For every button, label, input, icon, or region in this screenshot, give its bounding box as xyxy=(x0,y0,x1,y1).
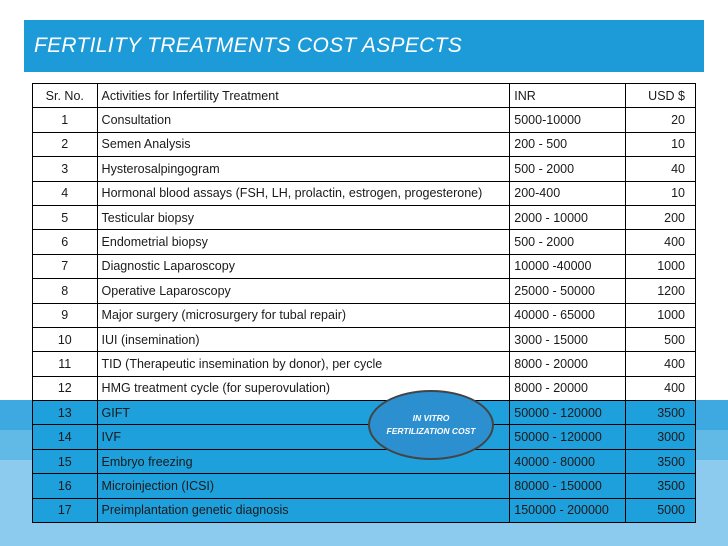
cell-sr-no: 17 xyxy=(32,497,98,524)
cell-inr: 200-400 xyxy=(509,180,626,206)
cell-sr-no: 9 xyxy=(32,302,98,328)
cell-activity: Hormonal blood assays (FSH, LH, prolacti… xyxy=(96,180,511,206)
cell-usd: 400 xyxy=(624,375,697,402)
title-bar: FERTILITY TREATMENTS COST ASPECTS xyxy=(24,20,704,72)
table-row: 15 Embryo freezing 40000 - 80000 3500 xyxy=(32,448,697,475)
table-row: 1 Consultation 5000-10000 20 xyxy=(32,107,697,133)
cell-activity: Endometrial biopsy xyxy=(96,229,511,255)
cell-usd: 1000 xyxy=(624,302,697,328)
cell-usd: 3500 xyxy=(624,400,697,426)
table-row: 17 Preimplantation genetic diagnosis 15000… xyxy=(32,497,697,524)
cell-sr-no: 3 xyxy=(32,156,98,182)
cell-usd: 400 xyxy=(624,351,697,377)
cost-table: Sr. No. Activities for Infertility Treat… xyxy=(32,82,697,524)
header-activities: Activities for Infertility Treatment xyxy=(96,82,511,109)
table-row: 8 Operative Laparoscopy 25000 - 50000 1200 xyxy=(32,278,697,304)
cell-inr: 8000 - 20000 xyxy=(509,351,626,377)
table-row: 2 Semen Analysis 200 - 500 10 xyxy=(32,131,697,158)
table-row: 14 IVF 50000 - 120000 3000 xyxy=(32,424,697,450)
cell-inr: 40000 - 65000 xyxy=(509,302,626,328)
table-header-row: Sr. No. Activities for Infertility Treat… xyxy=(32,82,697,109)
slide-title: FERTILITY TREATMENTS COST ASPECTS xyxy=(34,34,463,57)
header-inr: INR xyxy=(509,82,626,109)
cell-inr: 150000 - 200000 xyxy=(509,497,626,524)
cell-activity: Preimplantation genetic diagnosis xyxy=(96,497,511,524)
cell-inr: 50000 - 120000 xyxy=(509,400,626,426)
table-row: 16 Microinjection (ICSI) 80000 - 150000 350… xyxy=(32,473,697,499)
cell-sr-no: 13 xyxy=(32,400,98,426)
cell-activity: Operative Laparoscopy xyxy=(96,278,511,304)
cell-usd: 1200 xyxy=(624,278,697,304)
cell-activity: Hysterosalpingogram xyxy=(96,156,511,182)
header-sr-no: Sr. No. xyxy=(32,82,98,109)
cell-activity: Major surgery (microsurgery for tubal re… xyxy=(96,302,511,328)
cell-usd: 10 xyxy=(624,180,697,206)
cell-usd: 3500 xyxy=(624,448,697,475)
cell-sr-no: 5 xyxy=(32,204,98,231)
table-row: 6 Endometrial biopsy 500 - 2000 400 xyxy=(32,229,697,255)
table-row: 11 TID (Therapeutic insemination by donor… xyxy=(32,351,697,377)
cell-sr-no: 6 xyxy=(32,229,98,255)
cell-usd: 400 xyxy=(624,229,697,255)
table-row: 9 Major surgery (microsurgery for tubal r… xyxy=(32,302,697,328)
cell-usd: 3500 xyxy=(624,473,697,499)
table-row: 3 Hysterosalpingogram 500 - 2000 40 xyxy=(32,156,697,182)
cell-activity: Diagnostic Laparoscopy xyxy=(96,253,511,280)
cell-sr-no: 2 xyxy=(32,131,98,158)
cell-sr-no: 16 xyxy=(32,473,98,499)
cell-sr-no: 1 xyxy=(32,107,98,133)
cell-usd: 20 xyxy=(624,107,697,133)
table-row: 12 HMG treatment cycle (for superovulatio… xyxy=(32,375,697,402)
cell-usd: 3000 xyxy=(624,424,697,450)
cell-inr: 10000 -40000 xyxy=(509,253,626,280)
cell-usd: 200 xyxy=(624,204,697,231)
cell-sr-no: 4 xyxy=(32,180,98,206)
table-row: 4 Hormonal blood assays (FSH, LH, prolact… xyxy=(32,180,697,206)
cell-sr-no: 12 xyxy=(32,375,98,402)
cell-activity: Semen Analysis xyxy=(96,131,511,158)
cell-inr: 2000 - 10000 xyxy=(509,204,626,231)
cell-inr: 8000 - 20000 xyxy=(509,375,626,402)
cell-inr: 25000 - 50000 xyxy=(509,278,626,304)
cell-usd: 10 xyxy=(624,131,697,158)
cell-usd: 40 xyxy=(624,156,697,182)
callout-line-2: FERTILIZATION COST xyxy=(386,426,476,436)
table-row: 10 IUI (insemination) 3000 - 15000 500 xyxy=(32,326,697,353)
cell-inr: 80000 - 150000 xyxy=(509,473,626,499)
ivf-callout-bubble: IN VITRO FERTILIZATION COST xyxy=(368,390,494,460)
cell-inr: 500 - 2000 xyxy=(509,156,626,182)
cell-activity: Testicular biopsy xyxy=(96,204,511,231)
cell-usd: 1000 xyxy=(624,253,697,280)
cell-activity: TID (Therapeutic insemination by donor),… xyxy=(96,351,511,377)
cell-inr: 200 - 500 xyxy=(509,131,626,158)
cell-inr: 5000-10000 xyxy=(509,107,626,133)
cell-inr: 500 - 2000 xyxy=(509,229,626,255)
cell-activity: Consultation xyxy=(96,107,511,133)
cell-sr-no: 15 xyxy=(32,448,98,475)
table-row: 13 GIFT 50000 - 120000 3500 xyxy=(32,400,697,426)
cell-activity: Microinjection (ICSI) xyxy=(96,473,511,499)
cell-inr: 40000 - 80000 xyxy=(509,448,626,475)
header-usd: USD $ xyxy=(624,82,697,109)
table-row: 5 Testicular biopsy 2000 - 10000 200 xyxy=(32,204,697,231)
callout-line-1: IN VITRO xyxy=(412,413,450,423)
cell-usd: 5000 xyxy=(624,497,697,524)
cell-activity: IUI (insemination) xyxy=(96,326,511,353)
table-row: 7 Diagnostic Laparoscopy 10000 -40000 1000 xyxy=(32,253,697,280)
cell-sr-no: 10 xyxy=(32,326,98,353)
cell-inr: 3000 - 15000 xyxy=(509,326,626,353)
cell-sr-no: 7 xyxy=(32,253,98,280)
cell-sr-no: 11 xyxy=(32,351,98,377)
cell-usd: 500 xyxy=(624,326,697,353)
cell-inr: 50000 - 120000 xyxy=(509,424,626,450)
cell-sr-no: 8 xyxy=(32,278,98,304)
cell-sr-no: 14 xyxy=(32,424,98,450)
